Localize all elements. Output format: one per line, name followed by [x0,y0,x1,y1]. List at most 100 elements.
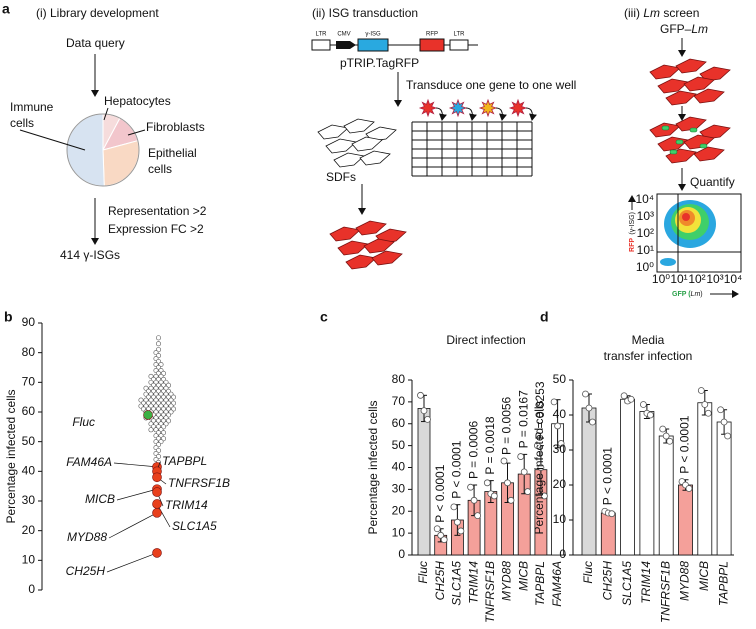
replicate-point [517,453,525,460]
y-axis-label: Percentage infected cells [366,400,380,534]
point-label: SLC1A5 [172,519,217,533]
p-value: P = 0.0006 [466,421,480,479]
pie-label: Epithelial [148,146,197,160]
x-tick-label: TRIM14 [466,561,480,604]
x-tick-label: MICB [516,561,530,591]
replicate-point [585,404,593,412]
cell [683,134,715,150]
filter: Expression FC >2 [108,222,204,236]
cell [355,220,387,236]
replicate-point [659,425,667,433]
step-label: Data query [66,36,125,50]
replicate-point [424,415,431,423]
y-tick-label: 80 [392,372,406,386]
cell [657,78,689,94]
data-point [156,341,162,347]
replicate-point [420,407,428,415]
leader-line [108,512,158,539]
text-part: Lm [643,6,660,20]
pie-slice [66,113,105,187]
replicate-point [490,492,498,500]
panel-label: a [2,1,10,17]
replicate-point [701,401,709,408]
y-tick-label: 50 [553,372,567,386]
replicate-point [550,398,558,406]
cell [333,152,365,168]
replicate-point [417,391,424,399]
vector-part: CMV [337,32,350,38]
p-value: P < 0.0001 [678,415,692,473]
replicate-point [717,406,724,414]
y-axis-label: Percentage infected cells [4,389,18,523]
vector-part: LTR [454,32,466,38]
x-tick-label: CH25H [433,561,447,601]
highlight-point [143,410,153,420]
cell [359,150,391,166]
panel-label: d [540,309,549,325]
replicate-point [666,437,674,445]
text-part: Lm [691,291,701,298]
y-tick-label: 10 [22,553,36,567]
section-title: (i) Library development [36,6,159,20]
p-value: P < 0.0001 [450,440,464,498]
panel-label: b [4,309,13,325]
bar [716,421,732,556]
replicate-point [589,418,596,426]
step-label: Transduce one gene to one well [406,78,576,92]
highlight-point [152,472,162,483]
chart-title: transfer infection [604,349,693,363]
bacterium [661,125,670,131]
arrow [465,107,477,121]
y-tick-label: 30 [22,493,36,507]
flow-plot [656,193,742,273]
bacterium [689,127,698,133]
cell [325,138,357,154]
bacterium [669,149,678,155]
bar [658,435,674,556]
point-label: Fluc [72,415,95,429]
x-tick-label: TNFRSF1B [483,561,497,623]
y-tick-label: 80 [22,345,36,359]
replicate-point [608,510,616,518]
flow-xlabel: GFP (Lm) [672,291,703,298]
text-part: Lm [691,22,708,36]
pie [19,107,146,187]
replicate-point [500,457,508,465]
point-label: MYD88 [67,530,107,544]
y-tick-label: 40 [392,460,406,474]
flow-tick-label: 10¹ [670,272,687,286]
x-tick-label: MYD88 [500,561,514,601]
flow-tick-label: 10⁴ [724,272,743,286]
cell [693,88,725,104]
cell [371,250,403,266]
y-tick-label: 40 [22,464,36,478]
highlight-point [152,499,162,509]
replicate-point [704,409,712,417]
replicate-point [467,483,475,491]
flow-ylabel: RFP (γ-ISG) [624,212,638,252]
replicate-point [437,531,445,539]
y-tick-label: 70 [392,394,406,408]
cell [351,136,383,152]
y-tick-label: 20 [22,523,36,537]
x-tick-label: CH25H [600,561,614,601]
vector-part: RFP [426,32,438,38]
bar [417,408,431,556]
text-part: GFP ( [672,291,691,298]
point-label: FAM46A [66,455,112,469]
step-label: Quantify [690,175,735,189]
x-tick-label: TAPBPL [716,561,730,606]
replicate-point [697,387,705,394]
flow-tick-label: 10⁴ [635,192,654,206]
p-value: P = 0.0253 [533,381,547,439]
pie-outline [66,113,140,187]
text-part: (γ-ISG) [629,212,636,235]
replicate-point [457,527,465,535]
replicate-point [720,418,728,426]
screen-cells [649,58,731,164]
vector-part: LTR [316,32,328,38]
replicate-point [724,432,731,440]
replicate-point [640,401,647,408]
flow-tick-label: 10⁰ [652,272,670,286]
data-point [148,427,154,433]
